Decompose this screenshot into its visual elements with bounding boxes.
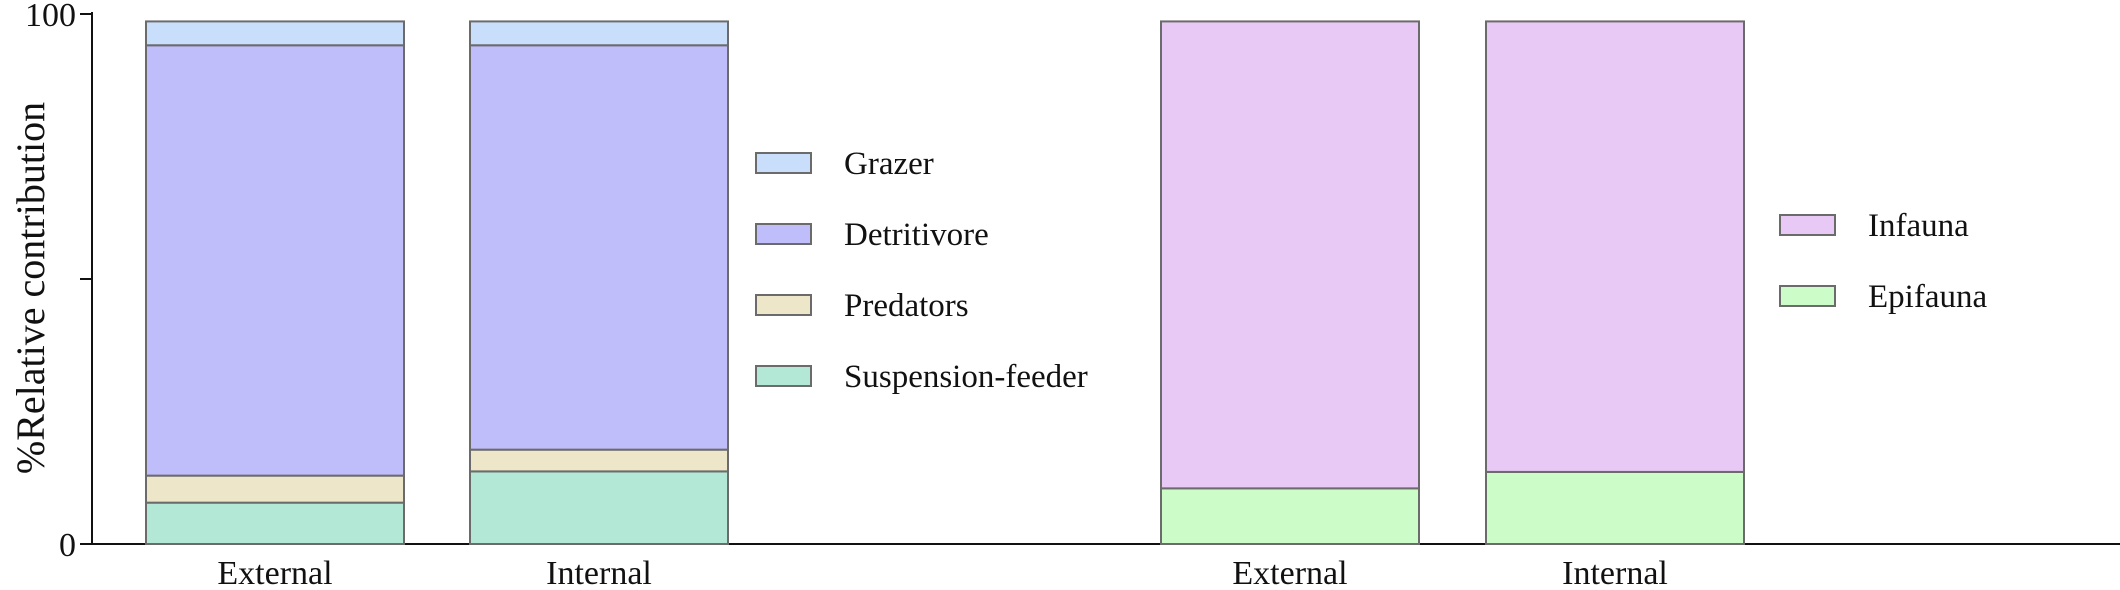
legends: Grazer Detritivore Predators Suspension-fee… [755, 146, 1987, 395]
bar-segment-predators [469, 448, 729, 473]
bar-segment-predators [145, 474, 405, 504]
x-tick-label: External [217, 555, 332, 590]
legend-label-grazer: Grazer [844, 146, 934, 182]
bar-segment-epifauna [1160, 487, 1420, 546]
bar-segment-epifauna [1485, 470, 1745, 546]
legend-label-predators: Predators [844, 288, 969, 324]
bar-segment-detritivore [145, 44, 405, 477]
x-tick-label: Internal [1562, 555, 1668, 590]
legend-swatch-infauna [1779, 214, 1836, 236]
bar-segment-suspension-feeder [145, 501, 405, 546]
axes: 0 100 External Internal External Internal [25, 0, 2120, 590]
legend-label-detritivore: Detritivore [844, 217, 989, 253]
legend-swatch-grazer [755, 152, 812, 174]
y-axis-label: %Relative contribution [8, 102, 53, 474]
bar-segment-detritivore [469, 44, 729, 451]
legend-swatch-predators [755, 294, 812, 316]
legend-swatch-epifauna [1779, 285, 1836, 307]
bar-segment-infauna [1160, 20, 1420, 490]
bar-segment-suspension-feeder [469, 470, 729, 546]
y-tick-label: 0 [59, 527, 76, 564]
bar-segment-infauna [1485, 20, 1745, 473]
x-tick-label: External [1232, 555, 1347, 590]
bars [145, 20, 1745, 546]
bar-segment-grazer [145, 20, 405, 47]
bar-segment-grazer [469, 20, 729, 47]
legend-label-suspension-feeder: Suspension-feeder [844, 359, 1088, 395]
y-tick-label: 100 [25, 0, 76, 34]
legend-label-epifauna: Epifauna [1868, 279, 1987, 315]
x-tick-label: Internal [546, 555, 652, 590]
legend-swatch-detritivore [755, 223, 812, 245]
legend-swatch-suspension-feeder [755, 365, 812, 387]
legend-label-infauna: Infauna [1868, 208, 1969, 244]
